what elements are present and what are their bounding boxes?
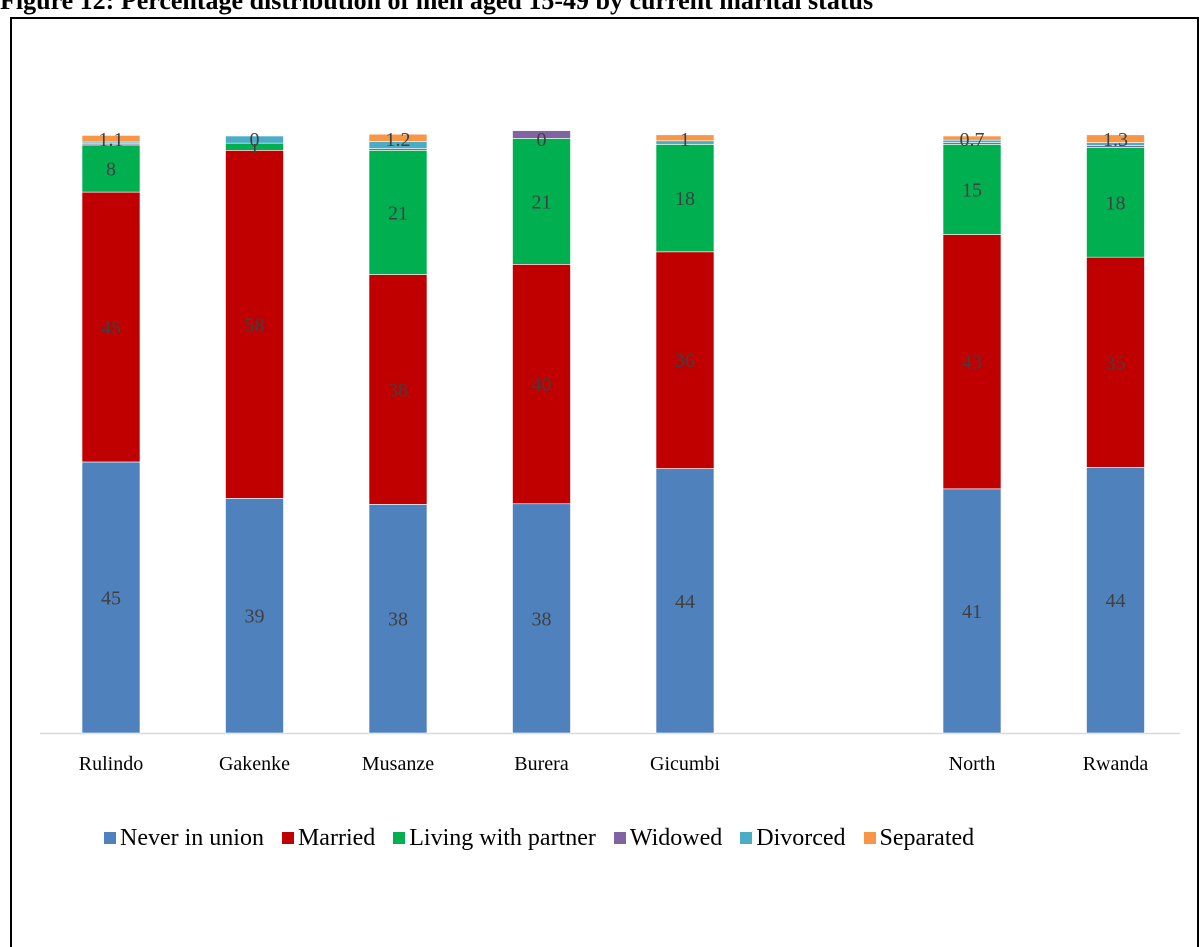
bar-segment — [368, 274, 428, 505]
data-label-top: 0.7 — [960, 129, 985, 151]
x-tick-label: Burera — [514, 753, 569, 775]
x-tick-label: Gicumbi — [650, 753, 720, 775]
legend-label: Separated — [879, 824, 975, 851]
data-label-top: 1.1 — [99, 129, 124, 151]
bar-segment — [81, 135, 141, 143]
data-label: 18 — [1106, 192, 1126, 214]
data-label: 15 — [962, 179, 982, 201]
x-tick-label: Musanze — [362, 753, 434, 775]
data-label: 45 — [101, 587, 121, 609]
bar-segment — [1086, 256, 1145, 468]
bar-segment — [1086, 467, 1145, 734]
x-tick-label: Gakenke — [219, 753, 290, 775]
legend-label: Never in union — [120, 824, 264, 851]
bar-segment — [655, 144, 715, 253]
bar-segment — [942, 234, 1002, 490]
bar-segment — [81, 144, 141, 193]
bar-segment — [1086, 147, 1145, 258]
x-tick-label: North — [949, 753, 996, 775]
figure-frame — [10, 17, 1199, 947]
legend-item: Separated — [863, 824, 975, 852]
legend-label: Living with partner — [409, 824, 596, 851]
stacked-bar-chart: 454581.1Rulindo395810Gakenke3838211.2Mus… — [40, 129, 1180, 775]
data-label: 18 — [675, 188, 695, 210]
bar-segment — [655, 134, 715, 142]
legend-item: Widowed — [613, 824, 723, 852]
data-label: 45 — [101, 317, 121, 339]
data-label: 38 — [388, 379, 408, 401]
data-label: 21 — [532, 191, 552, 213]
bar-segment — [512, 130, 571, 139]
bar-segment — [655, 468, 715, 734]
bar-segment — [942, 144, 1002, 235]
bar-segment — [942, 488, 1002, 734]
bar-segment — [368, 150, 428, 275]
chart-legend: Never in union Married Living with partner… — [104, 818, 974, 858]
bar-segment — [512, 503, 571, 734]
data-label-top: 1.2 — [386, 129, 411, 151]
legend-item: Divorced — [740, 824, 846, 852]
data-label: 41 — [962, 601, 982, 623]
x-tick-label: Rulindo — [79, 753, 143, 775]
data-label-top: 0 — [537, 129, 547, 151]
data-label: 44 — [1106, 590, 1126, 612]
data-label: 38 — [388, 609, 408, 631]
data-label: 21 — [388, 202, 408, 224]
x-tick-label: Rwanda — [1083, 753, 1149, 775]
data-label-top: 0 — [250, 129, 260, 151]
data-label-top: 1 — [680, 129, 690, 151]
bar-segment — [225, 135, 284, 144]
legend-swatch — [863, 832, 876, 844]
legend-label: Married — [297, 824, 376, 851]
bar-segment — [655, 251, 715, 469]
bar-segment — [942, 135, 1002, 141]
legend-item: Living with partner — [393, 825, 596, 852]
figure-title: Figure 12: Percentage distribution of me… — [0, 0, 874, 15]
bar-segment — [225, 498, 284, 734]
legend-label: Divorced — [756, 824, 846, 851]
legend-item: Married — [281, 824, 376, 852]
bar-segment — [81, 191, 141, 463]
bar-segment — [368, 133, 428, 142]
legend-swatch — [281, 832, 294, 844]
data-label: 58 — [245, 314, 265, 336]
data-label: 43 — [962, 352, 982, 374]
data-label-top: 1.3 — [1103, 129, 1128, 151]
legend-swatch — [104, 832, 116, 844]
data-label: 8 — [106, 159, 116, 181]
data-label: 36 — [675, 350, 695, 372]
legend-label: Widowed — [629, 824, 723, 851]
legend-item: Never in union — [104, 825, 264, 852]
legend-swatch — [613, 832, 626, 844]
data-label: 39 — [245, 606, 265, 628]
bar-segment — [1086, 134, 1145, 143]
legend-swatch — [393, 832, 406, 844]
data-label: 44 — [675, 591, 695, 613]
data-label: 35 — [1106, 352, 1126, 374]
bar-segment — [81, 461, 141, 734]
bar-segment — [512, 138, 571, 265]
data-label: 1 — [250, 137, 260, 159]
bar-segment — [225, 150, 284, 499]
legend-swatch — [740, 832, 753, 844]
data-label: 38 — [532, 608, 552, 630]
data-label: 40 — [532, 374, 552, 396]
